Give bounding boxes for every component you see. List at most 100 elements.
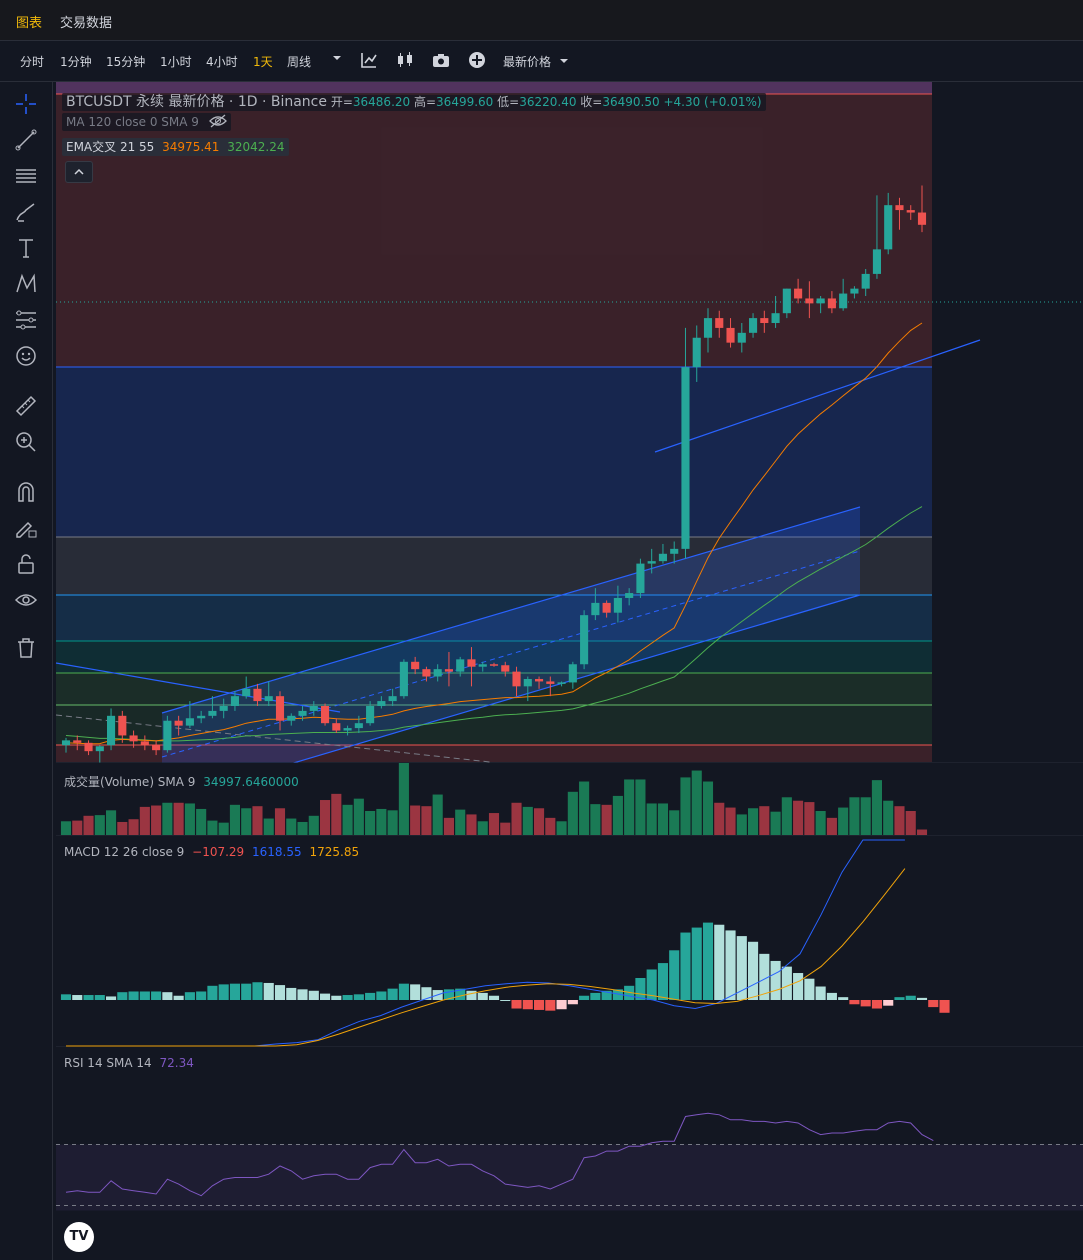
ma-label: MA 120 close 0 SMA 9 bbox=[66, 115, 199, 129]
crosshair-icon[interactable] bbox=[14, 92, 38, 116]
tradingview-logo[interactable]: TV bbox=[64, 1222, 94, 1252]
volume-bar bbox=[770, 811, 781, 835]
macd-histogram-bar bbox=[398, 983, 409, 1000]
volume-bar bbox=[421, 806, 432, 835]
indicators-icon[interactable] bbox=[360, 51, 378, 72]
candle-body bbox=[805, 298, 814, 304]
volume-bar bbox=[612, 795, 623, 835]
zoom-in-icon[interactable] bbox=[14, 430, 38, 454]
volume-bar bbox=[916, 829, 928, 835]
volume-bar bbox=[838, 807, 849, 835]
macd-histogram-bar bbox=[838, 997, 849, 1000]
volume-bar bbox=[218, 822, 229, 835]
fib-zone-top bbox=[56, 82, 932, 94]
dashed-trend-line bbox=[55, 714, 491, 763]
ohlc-legend: BTCUSDT 永续 最新价格 · 1D · Binance 开=36486.2… bbox=[62, 91, 766, 111]
rsi-label: RSI 14 SMA 14 bbox=[64, 1056, 152, 1070]
interval-1w[interactable]: 周线 bbox=[287, 55, 312, 69]
trash-icon[interactable] bbox=[14, 636, 38, 660]
fib-lines-icon[interactable] bbox=[14, 164, 38, 188]
channel-mid-line bbox=[161, 550, 861, 758]
interval-15m[interactable]: 15分钟 bbox=[106, 55, 146, 69]
unlock-icon[interactable] bbox=[14, 552, 38, 576]
macd-histogram-bar bbox=[173, 995, 184, 1000]
top-bar: 图表 交易数据 bbox=[0, 0, 1083, 41]
macd-histogram-bar bbox=[500, 1000, 511, 1001]
candle-body bbox=[467, 659, 476, 667]
dropdown-caret-icon bbox=[559, 55, 569, 69]
fib-zone bbox=[56, 641, 932, 673]
interval-1m[interactable]: 1分钟 bbox=[60, 55, 92, 69]
macd-histogram-bar bbox=[669, 950, 680, 1000]
candle-body bbox=[129, 735, 138, 742]
candle-body bbox=[343, 728, 352, 731]
macd-histogram-bar bbox=[319, 993, 331, 1000]
eye-icon[interactable] bbox=[14, 588, 38, 612]
macd-histogram-bar bbox=[826, 992, 837, 1000]
volume-bar bbox=[601, 804, 612, 835]
volume-bar bbox=[241, 808, 252, 835]
macd-histogram-bar bbox=[410, 984, 421, 1000]
rsi-value: 72.34 bbox=[159, 1056, 194, 1070]
volume-bar bbox=[229, 804, 241, 835]
pattern-icon[interactable] bbox=[14, 272, 38, 296]
macd-histogram-bar bbox=[286, 987, 297, 1000]
volume-bar bbox=[691, 770, 702, 835]
macd-legend[interactable]: MACD 12 26 close 9 −107.29 1618.55 1725.… bbox=[64, 845, 359, 859]
macd-histogram-bar bbox=[421, 987, 432, 1000]
trend-line-up bbox=[654, 339, 981, 453]
volume-legend[interactable]: 成交量(Volume) SMA 9 34997.6460000 bbox=[64, 773, 299, 790]
volume-bar bbox=[736, 814, 747, 835]
text-icon[interactable] bbox=[14, 236, 38, 260]
price-type-label: 最新价格 bbox=[503, 55, 552, 69]
volume-bar bbox=[252, 806, 263, 835]
macd-histogram-bar bbox=[241, 983, 252, 1000]
trendline-icon[interactable] bbox=[14, 128, 38, 152]
candle-body bbox=[782, 288, 791, 314]
price-type-select[interactable]: 最新价格 bbox=[503, 53, 569, 70]
ema-legend[interactable]: EMA交叉 21 55 34975.41 32042.24 bbox=[62, 138, 289, 156]
interval-1h[interactable]: 1小时 bbox=[160, 55, 192, 69]
emoji-icon[interactable] bbox=[14, 344, 38, 368]
tab-trade-data[interactable]: 交易数据 bbox=[60, 16, 113, 31]
tab-chart[interactable]: 图表 bbox=[16, 16, 43, 31]
volume-value: 34997.6460000 bbox=[203, 775, 299, 789]
volume-bar bbox=[714, 802, 725, 835]
interval-timeline[interactable]: 分时 bbox=[20, 55, 45, 69]
candles-icon[interactable] bbox=[396, 51, 414, 72]
magnet-icon[interactable] bbox=[14, 480, 38, 504]
macd-histogram-bar bbox=[759, 953, 770, 1000]
candle-body bbox=[388, 696, 397, 702]
eye-off-icon[interactable] bbox=[208, 114, 227, 131]
macd-histogram-bar bbox=[714, 924, 725, 1000]
trend-line-down bbox=[55, 662, 341, 713]
fib-zone bbox=[56, 595, 932, 641]
macd-histogram-bar bbox=[579, 995, 590, 1000]
chevron-down-icon[interactable] bbox=[330, 51, 344, 68]
plus-circle-icon[interactable] bbox=[468, 51, 486, 72]
volume-bar bbox=[545, 817, 556, 835]
lock-draw-icon[interactable] bbox=[14, 516, 38, 540]
volume-bar bbox=[398, 763, 409, 835]
brush-icon[interactable] bbox=[14, 200, 38, 224]
macd-histogram-bar bbox=[556, 1000, 567, 1010]
macd-histogram-bar bbox=[804, 978, 815, 1000]
candle-body bbox=[118, 715, 127, 736]
macd-histogram-bar bbox=[117, 992, 128, 1000]
interval-4h[interactable]: 4小时 bbox=[206, 55, 238, 69]
gann-icon[interactable] bbox=[14, 308, 38, 332]
volume-bar bbox=[781, 797, 792, 835]
candle-body bbox=[253, 688, 262, 702]
interval-1d[interactable]: 1天 bbox=[253, 55, 273, 69]
candle-body bbox=[106, 715, 116, 746]
candle-body bbox=[275, 696, 285, 721]
rsi-legend[interactable]: RSI 14 SMA 14 72.34 bbox=[64, 1056, 194, 1070]
candle-body bbox=[399, 661, 408, 697]
volume-bar bbox=[286, 818, 297, 835]
ma-legend[interactable]: MA 120 close 0 SMA 9 bbox=[62, 113, 231, 131]
camera-icon[interactable] bbox=[432, 51, 450, 72]
candle-body bbox=[354, 723, 363, 729]
ruler-icon[interactable] bbox=[14, 394, 38, 418]
collapse-legend-button[interactable] bbox=[65, 161, 93, 183]
